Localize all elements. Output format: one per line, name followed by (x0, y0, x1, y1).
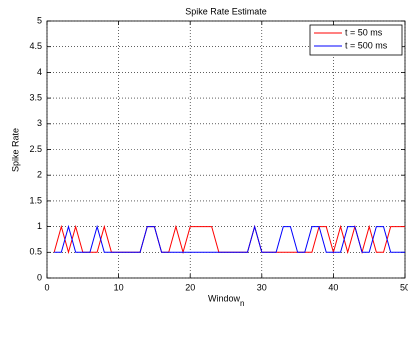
y-tick-label: 2.5 (29, 144, 42, 154)
legend-box (309, 24, 403, 56)
x-tick-label: 0 (44, 282, 49, 292)
y-tick-label: 2 (37, 170, 42, 180)
x-axis-label-subscript: n (240, 299, 244, 308)
y-tick-label: 0.5 (29, 247, 42, 257)
x-axis-label: Window (208, 293, 241, 303)
x-tick-label: 40 (328, 282, 338, 292)
x-tick-label: 50 (400, 282, 408, 292)
legend-label: t = 500 ms (345, 40, 388, 50)
y-tick-label: 5 (37, 15, 42, 25)
x-tick-label: 30 (257, 282, 267, 292)
y-tick-label: 1.5 (29, 195, 42, 205)
x-tick-label: 10 (114, 282, 124, 292)
chart-title: Spike Rate Estimate (185, 6, 267, 16)
legend-label: t = 50 ms (345, 27, 383, 37)
series-line (54, 224, 405, 253)
y-tick-label: 4.5 (29, 41, 42, 51)
y-tick-label: 3 (37, 118, 42, 128)
y-tick-label: 4 (37, 67, 42, 77)
x-tick-label: 20 (185, 282, 195, 292)
y-tick-label: 0 (37, 272, 42, 282)
plot-frame (46, 20, 406, 279)
y-tick-label: 3.5 (29, 92, 42, 102)
y-axis-label: Spike Rate (10, 128, 20, 172)
y-tick-label: 1 (37, 221, 42, 231)
